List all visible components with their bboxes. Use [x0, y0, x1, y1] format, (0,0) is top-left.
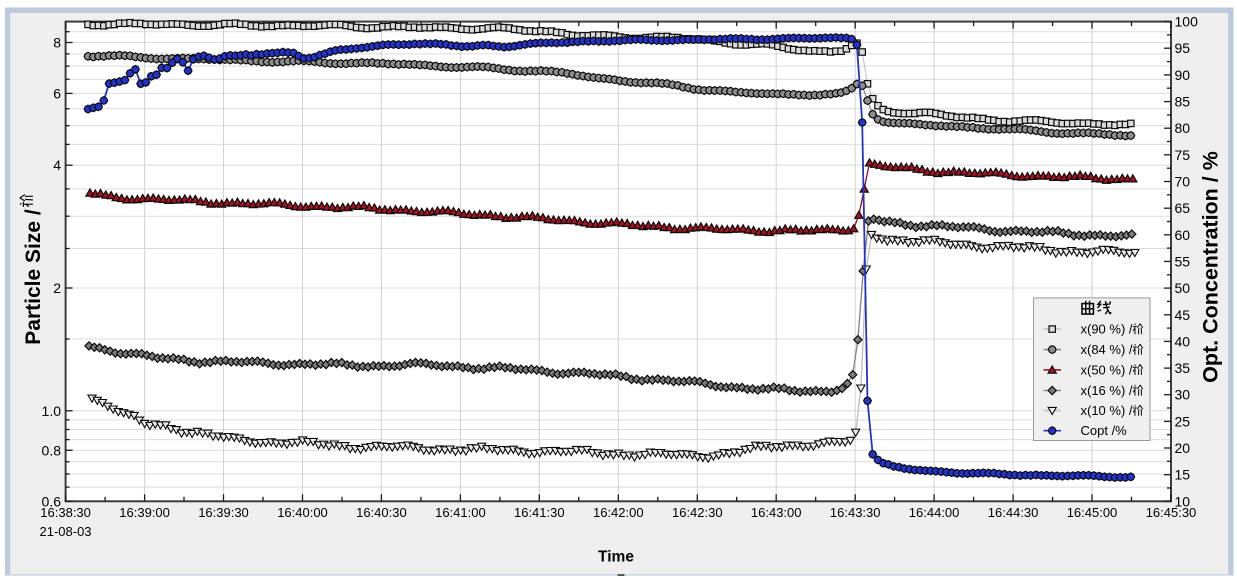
- svg-text:x(50 %) /: x(50 %) /: [1081, 362, 1133, 377]
- svg-text:16:44:30: 16:44:30: [988, 505, 1039, 520]
- svg-text:20: 20: [1175, 440, 1191, 456]
- svg-text:16:40:30: 16:40:30: [356, 505, 407, 520]
- svg-text:16:44:00: 16:44:00: [909, 505, 960, 520]
- svg-text:16:45:00: 16:45:00: [1067, 505, 1118, 520]
- svg-text:1.0: 1.0: [42, 403, 62, 419]
- svg-text:16:38:30: 16:38:30: [40, 505, 91, 520]
- svg-text:21-08-03: 21-08-03: [40, 524, 92, 539]
- svg-text:16:41:30: 16:41:30: [514, 505, 565, 520]
- svg-text:0.6: 0.6: [42, 493, 62, 509]
- svg-text:55: 55: [1175, 253, 1191, 269]
- svg-text:16:39:30: 16:39:30: [198, 505, 249, 520]
- svg-text:Copt /%: Copt /%: [1081, 423, 1128, 438]
- svg-text:2: 2: [53, 280, 61, 296]
- svg-text:x(10 %) /: x(10 %) /: [1081, 403, 1133, 418]
- svg-text:16:40:00: 16:40:00: [277, 505, 328, 520]
- svg-text:16:39:00: 16:39:00: [119, 505, 170, 520]
- svg-text:65: 65: [1175, 200, 1191, 216]
- svg-text:16:45:30: 16:45:30: [1146, 505, 1197, 520]
- svg-text:16:42:00: 16:42:00: [593, 505, 644, 520]
- svg-text:35: 35: [1175, 360, 1191, 376]
- svg-text:30: 30: [1175, 387, 1191, 403]
- svg-text:16:41:00: 16:41:00: [435, 505, 486, 520]
- svg-text:95: 95: [1175, 40, 1191, 56]
- svg-text:16:43:00: 16:43:00: [751, 505, 802, 520]
- svg-text:45: 45: [1175, 307, 1191, 323]
- svg-text:25: 25: [1175, 413, 1191, 429]
- svg-text:Particle Size /: Particle Size /: [22, 209, 45, 345]
- svg-text:4: 4: [53, 157, 61, 173]
- svg-text:x(84 %) /: x(84 %) /: [1081, 342, 1133, 357]
- svg-text:8: 8: [53, 35, 61, 51]
- svg-text:40: 40: [1175, 333, 1191, 349]
- svg-text:90: 90: [1175, 67, 1191, 83]
- svg-text:70: 70: [1175, 174, 1191, 190]
- svg-text:10: 10: [1175, 493, 1191, 509]
- svg-text:80: 80: [1175, 120, 1191, 136]
- svg-text:16:43:30: 16:43:30: [830, 505, 881, 520]
- svg-text:Time: Time: [598, 549, 634, 566]
- svg-text:0.8: 0.8: [42, 442, 62, 458]
- svg-text:75: 75: [1175, 147, 1191, 163]
- svg-text:60: 60: [1175, 227, 1191, 243]
- svg-text:Opt. Concentration / %: Opt. Concentration / %: [1199, 151, 1223, 383]
- svg-text:85: 85: [1175, 94, 1191, 110]
- svg-text:50: 50: [1175, 280, 1191, 296]
- svg-text:6: 6: [53, 85, 61, 101]
- svg-text:100: 100: [1175, 14, 1199, 30]
- svg-text:15: 15: [1175, 467, 1191, 483]
- svg-text:x(90 %) /: x(90 %) /: [1081, 322, 1133, 337]
- svg-text:16:42:30: 16:42:30: [672, 505, 723, 520]
- svg-text:x(16 %) /: x(16 %) /: [1081, 383, 1133, 398]
